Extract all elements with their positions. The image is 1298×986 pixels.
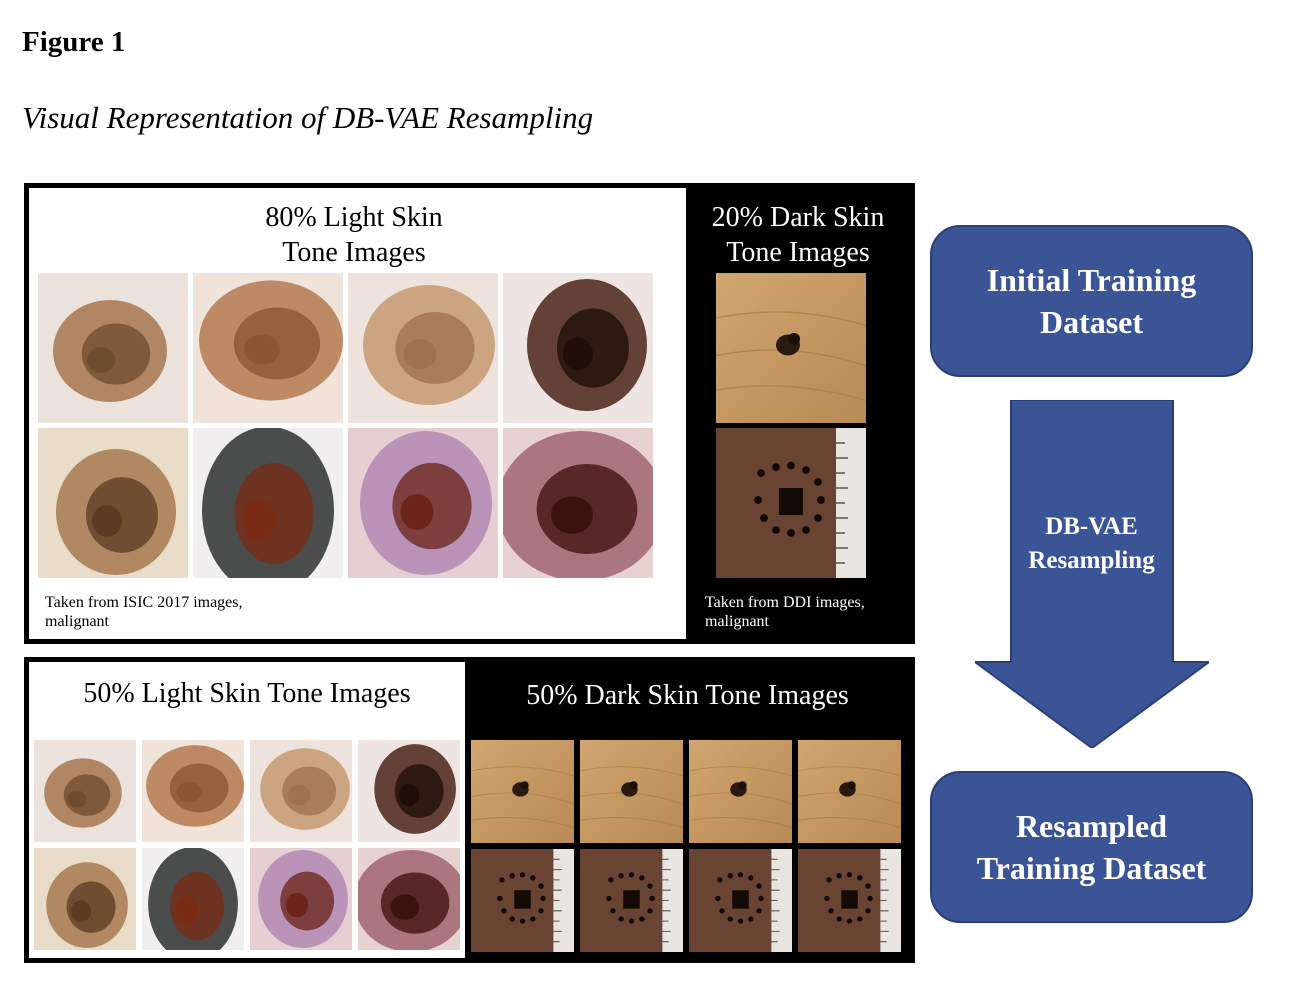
resampled-dark-image-tile: [798, 849, 901, 952]
light-lesion-1-icon: [34, 740, 136, 842]
resampled-dark-image-tile: [689, 849, 792, 952]
light-lesion-3-icon: [250, 740, 352, 842]
resampled-dark-image-tile: [580, 849, 683, 952]
arrow-label-line-2: Resampling: [1028, 547, 1155, 574]
resampled-dark-image-tile: [689, 740, 792, 843]
light-lesion-5-icon: [34, 848, 136, 950]
light-header-line-1: 80% Light Skin: [265, 202, 443, 233]
initial-dataset-panel: 80% Light Skin Tone Images Taken from IS…: [24, 183, 915, 644]
light-skin-image-tile: [38, 428, 188, 578]
dark-source-note: Taken from DDI images, malignant: [705, 593, 865, 631]
light-lesion-6-icon: [142, 848, 244, 950]
light-lesion-1-icon: [38, 273, 188, 423]
resampled-dark-image-tile: [580, 740, 683, 843]
resampled-dark-image-tile: [471, 849, 574, 952]
resampled-box-line-1: Resampled: [1015, 808, 1168, 844]
dark-lesion-2-icon: [716, 428, 866, 578]
light-lesion-2-icon: [193, 273, 343, 423]
light-lesion-5-icon: [38, 428, 188, 578]
resampled-light-image-tile: [250, 848, 352, 950]
light-skin-image-tile: [38, 273, 188, 423]
resampled-training-dataset-box: Resampled Training Dataset: [930, 771, 1253, 923]
dark-skin-image-tile: [716, 428, 866, 578]
light-skin-header: 80% Light Skin Tone Images: [29, 200, 679, 270]
resampling-arrow-icon: [975, 400, 1209, 748]
light-lesion-7-icon: [348, 428, 498, 578]
light-skin-image-tile: [193, 428, 343, 578]
resampling-arrow-label: DB-VAE Resampling: [1010, 510, 1173, 578]
resampled-dark-header: 50% Dark Skin Tone Images: [526, 680, 849, 711]
light-lesion-4-icon: [358, 740, 460, 842]
light-note-line-1: Taken from ISIC 2017 images,: [45, 594, 243, 611]
resampled-dark-image-tile: [471, 740, 574, 843]
dark-lesion-1-icon: [716, 273, 866, 423]
resampled-light-image-tile: [34, 740, 136, 842]
dark-skin-image-tile: [716, 273, 866, 423]
light-lesion-4-icon: [503, 273, 653, 423]
resampled-light-section: 50% Light Skin Tone Images: [29, 662, 465, 958]
dark-note-line-1: Taken from DDI images,: [705, 594, 865, 611]
light-lesion-3-icon: [348, 273, 498, 423]
light-lesion-6-icon: [193, 428, 343, 578]
light-skin-image-tile: [348, 428, 498, 578]
light-lesion-2-icon: [142, 740, 244, 842]
dark-lesion-1-icon: [471, 740, 574, 843]
resampled-dataset-panel: 50% Light Skin Tone Images: [24, 657, 915, 963]
resampled-light-header: 50% Light Skin Tone Images: [83, 678, 411, 709]
dark-lesion-1-icon: [580, 740, 683, 843]
resampled-light-image-tile: [250, 740, 352, 842]
initial-box-line-2: Dataset: [1039, 304, 1144, 340]
light-lesion-8-icon: [503, 428, 653, 578]
resampled-light-image-tile: [142, 848, 244, 950]
dark-lesion-2-icon: [471, 849, 574, 952]
light-skin-section: 80% Light Skin Tone Images Taken from IS…: [29, 188, 686, 639]
initial-box-line-1: Initial Training: [986, 262, 1197, 298]
light-skin-image-tile: [503, 273, 653, 423]
resampled-light-image-tile: [358, 740, 460, 842]
dark-lesion-1-icon: [798, 740, 901, 843]
dark-note-line-2: malignant: [705, 613, 769, 630]
resampled-dark-image-tile: [798, 740, 901, 843]
initial-training-dataset-box: Initial Training Dataset: [930, 225, 1253, 377]
dark-header-line-2: Tone Images: [726, 237, 870, 268]
dark-header-line-1: 20% Dark Skin: [711, 202, 885, 233]
light-lesion-7-icon: [250, 848, 352, 950]
arrow-label-line-1: DB-VAE: [1045, 513, 1138, 540]
resampled-light-image-tile: [142, 740, 244, 842]
light-skin-image-tile: [193, 273, 343, 423]
light-source-note: Taken from ISIC 2017 images, malignant: [45, 593, 243, 631]
light-note-line-2: malignant: [45, 613, 109, 630]
resampled-box-line-2: Training Dataset: [976, 850, 1207, 886]
figure-label: Figure 1: [22, 26, 126, 58]
light-skin-image-tile: [348, 273, 498, 423]
light-header-line-2: Tone Images: [282, 237, 426, 268]
resampled-light-image-tile: [34, 848, 136, 950]
resampled-light-image-tile: [358, 848, 460, 950]
dark-skin-header: 20% Dark Skin Tone Images: [686, 200, 910, 270]
light-skin-image-tile: [503, 428, 653, 578]
dark-lesion-2-icon: [798, 849, 901, 952]
dark-lesion-2-icon: [689, 849, 792, 952]
light-lesion-8-icon: [358, 848, 460, 950]
dark-lesion-1-icon: [689, 740, 792, 843]
dark-lesion-2-icon: [580, 849, 683, 952]
figure-caption: Visual Representation of DB-VAE Resampli…: [22, 100, 594, 135]
